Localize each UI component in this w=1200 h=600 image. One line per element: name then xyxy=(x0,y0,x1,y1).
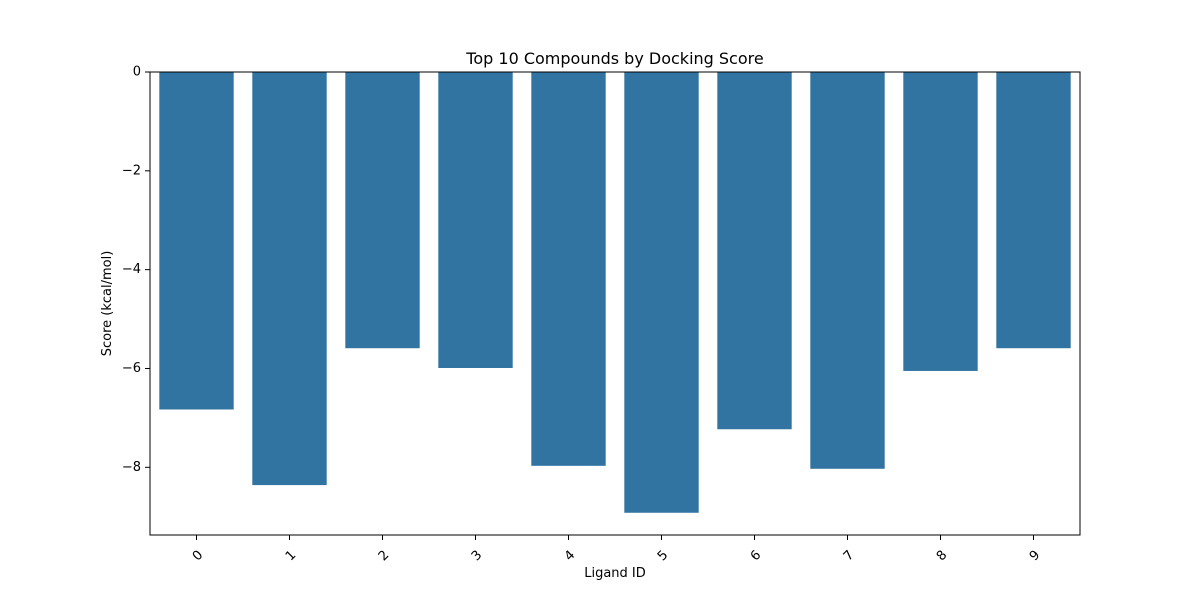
x-axis: 0 1 2 3 4 5 6 7 8 9 xyxy=(190,535,1043,564)
x-tick-label: 2 xyxy=(376,548,392,564)
y-tick-label: −6 xyxy=(122,361,141,376)
bars-group xyxy=(159,72,1071,513)
bar-ligand-9 xyxy=(996,72,1071,349)
bar-ligand-0 xyxy=(159,72,234,410)
y-tick-label: −8 xyxy=(122,460,141,475)
bar-ligand-5 xyxy=(624,72,699,513)
bar-ligand-3 xyxy=(438,72,513,368)
y-tick-label: −4 xyxy=(122,262,141,277)
y-tick-label: −2 xyxy=(122,163,141,178)
bar-ligand-6 xyxy=(717,72,792,430)
x-tick-label: 6 xyxy=(748,548,764,564)
y-axis-label: Score (kcal/mol) xyxy=(100,251,115,357)
bar-ligand-4 xyxy=(531,72,606,466)
plot-frame xyxy=(149,71,1081,536)
x-tick-label: 9 xyxy=(1027,548,1043,564)
y-axis: 0 −2 −4 −6 −8 xyxy=(122,65,150,475)
x-axis-label: Ligand ID xyxy=(584,566,646,581)
x-tick-label: 7 xyxy=(841,548,857,564)
x-tick-label: 8 xyxy=(934,548,950,564)
bar-ligand-8 xyxy=(903,72,978,371)
bar-ligand-1 xyxy=(252,72,327,486)
bar-ligand-2 xyxy=(345,72,420,349)
x-tick-label: 5 xyxy=(655,548,671,564)
x-tick-label: 0 xyxy=(190,548,206,564)
y-tick-label: 0 xyxy=(133,65,141,80)
x-tick-label: 1 xyxy=(283,548,299,564)
chart-title: Top 10 Compounds by Docking Score xyxy=(465,49,763,68)
x-tick-label: 3 xyxy=(469,548,485,564)
x-tick-label: 4 xyxy=(562,548,578,564)
bar-ligand-7 xyxy=(810,72,885,469)
